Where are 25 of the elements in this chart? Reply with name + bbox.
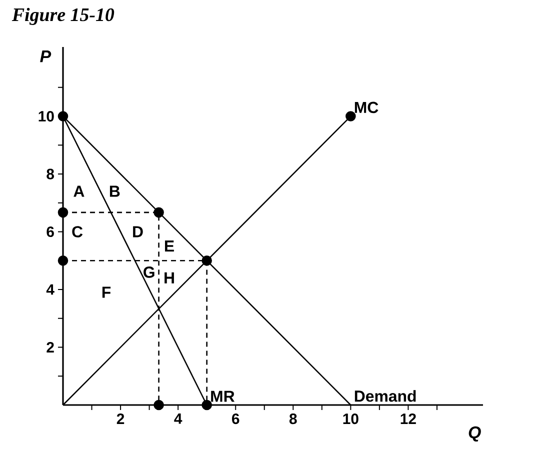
x-tick-label: 6	[232, 414, 240, 424]
y-tick-label: 2	[46, 342, 54, 352]
chart-title: Figure 15-10	[12, 8, 114, 25]
x-tick-label: 12	[400, 414, 416, 424]
annotation: F	[102, 286, 111, 298]
annotation: H	[164, 272, 174, 284]
annotation: D	[133, 226, 143, 238]
y-tick-label: 8	[46, 168, 54, 180]
x-tick-label: 2	[116, 414, 124, 424]
x-tick-label: 4	[174, 414, 182, 424]
x-axis-title: Q	[468, 426, 481, 442]
annotation: C	[72, 226, 83, 238]
x-tick-label: 8	[289, 414, 297, 424]
y-tick-label: 4	[46, 284, 54, 295]
y-axis-title: P	[40, 50, 52, 62]
y-tick-label: 6	[46, 226, 54, 238]
y-tick-label: 10	[38, 110, 54, 122]
annotation: A	[74, 186, 84, 197]
annotation: G	[144, 266, 154, 278]
series-label: MC	[354, 102, 378, 114]
series-label: Demand	[354, 390, 416, 402]
annotation: B	[110, 186, 120, 197]
annotation: E	[165, 240, 174, 252]
series-label: MR	[211, 390, 235, 402]
x-tick-label: 10	[343, 414, 358, 424]
